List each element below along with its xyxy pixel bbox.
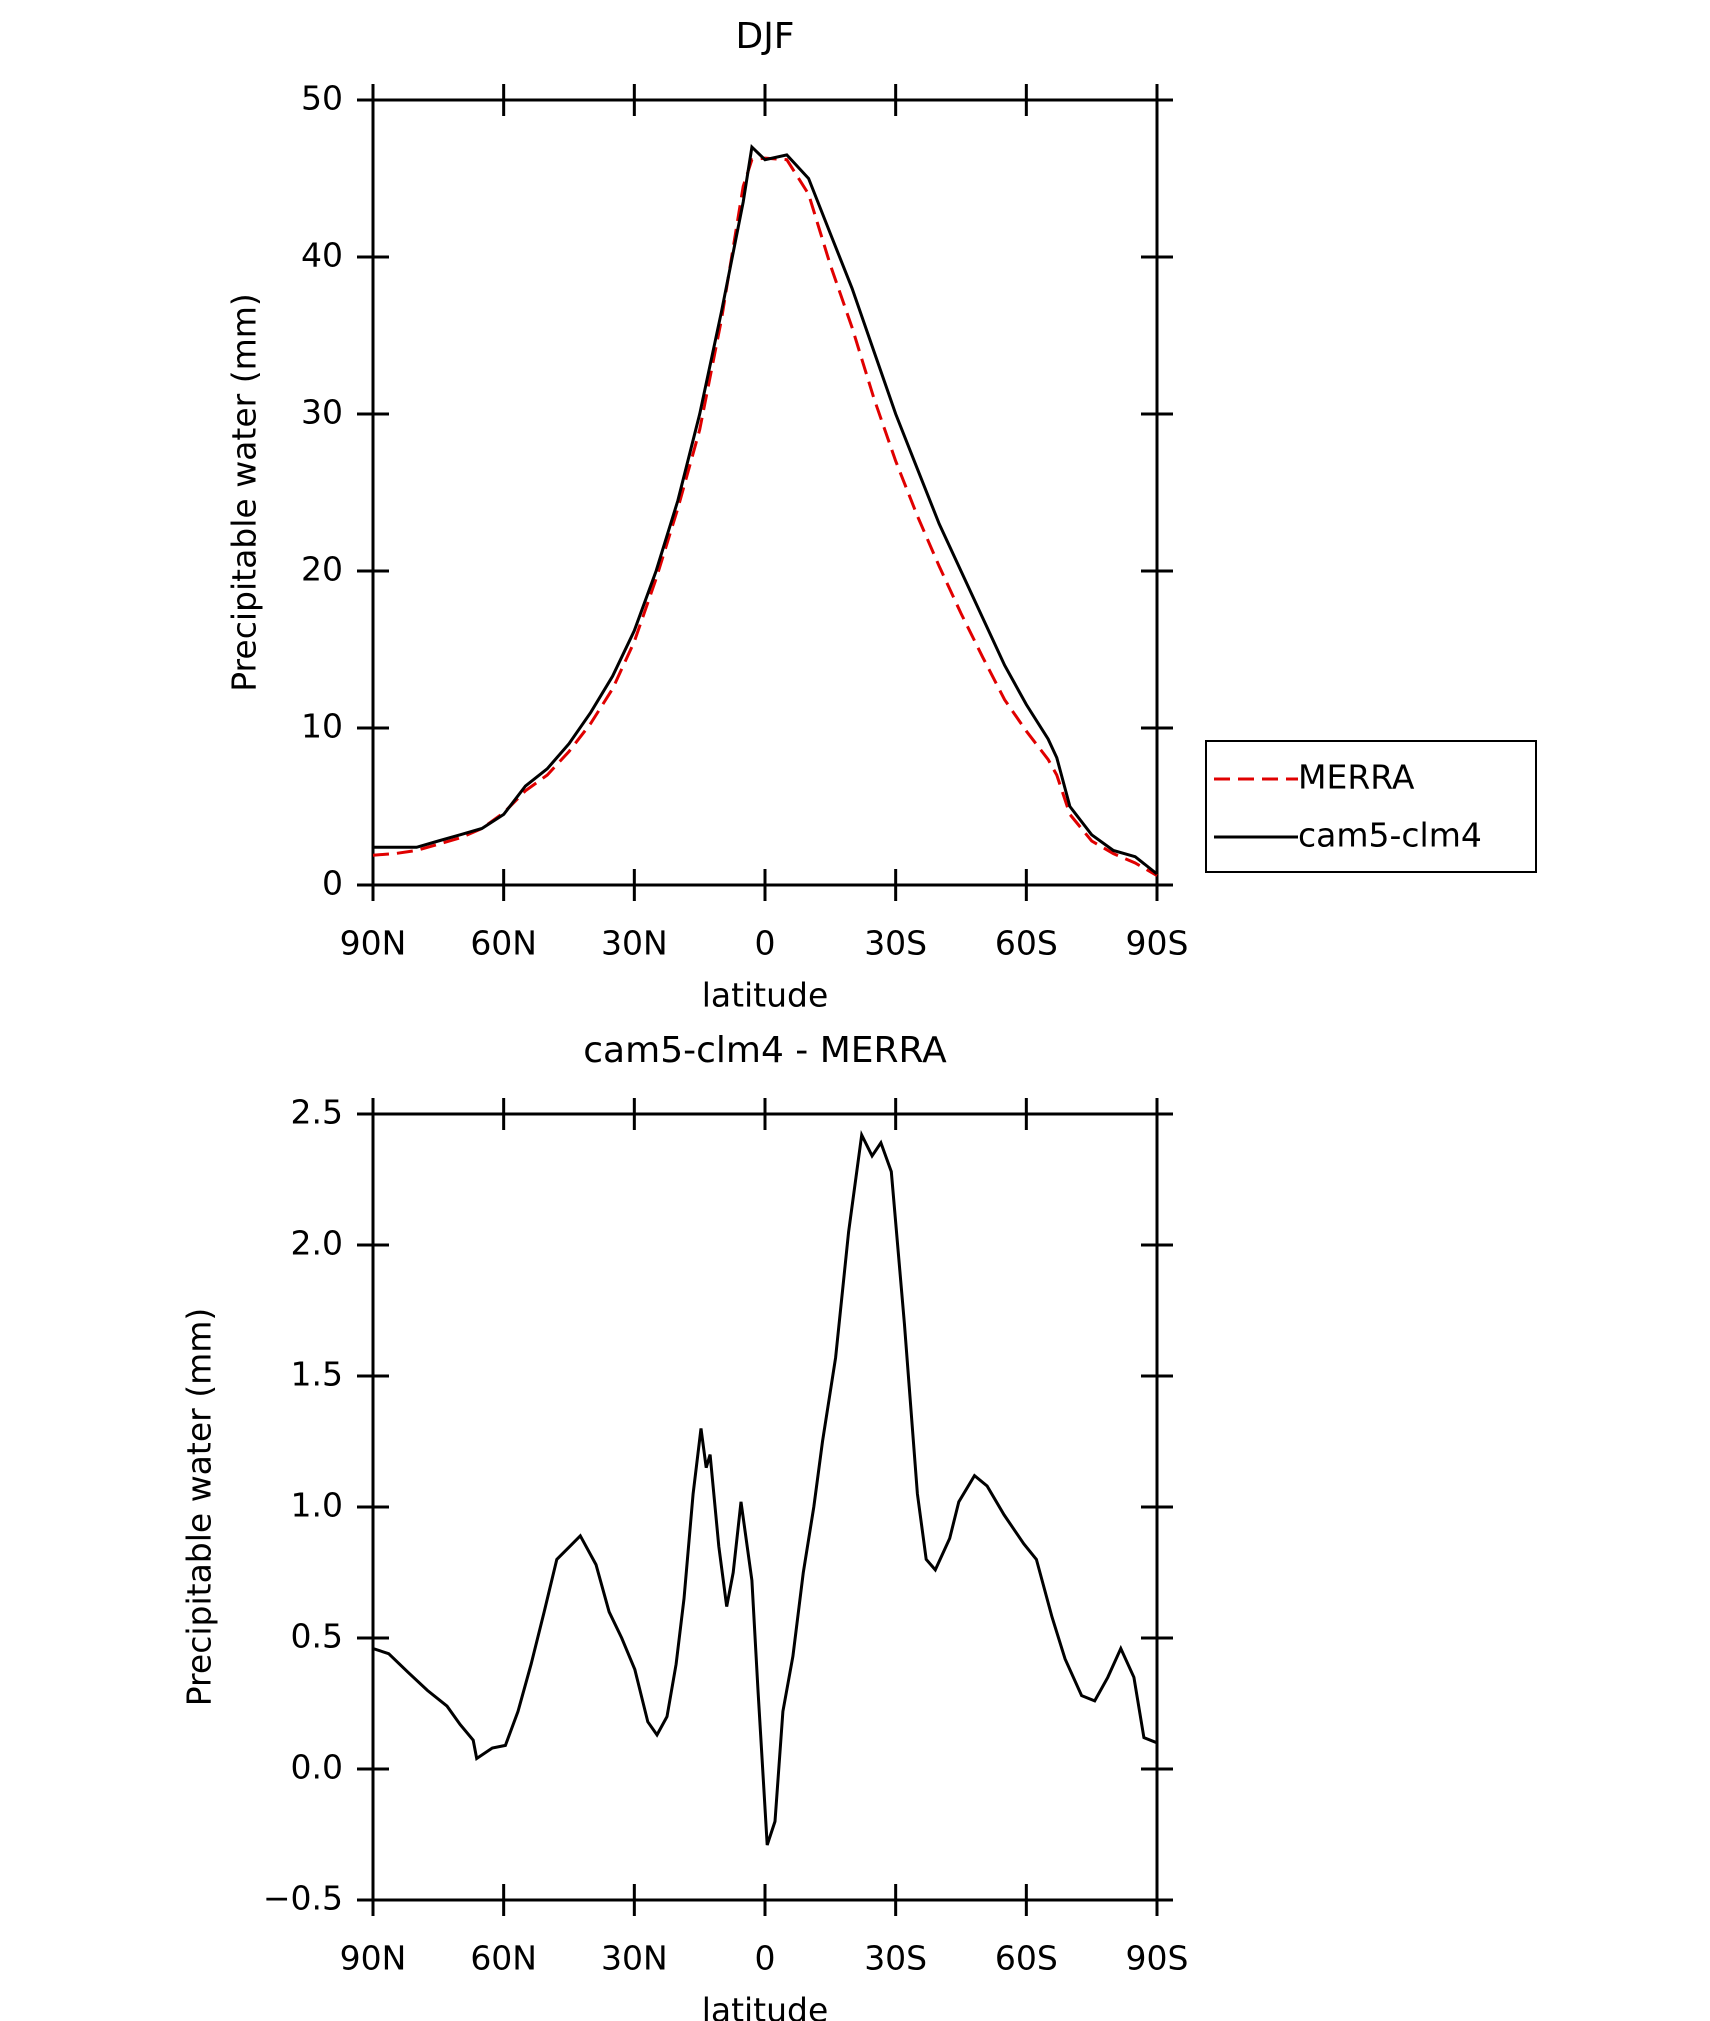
y-tick-label: 30	[301, 393, 343, 432]
x-tick-label: 60S	[995, 924, 1058, 963]
y-tick-label: 50	[301, 79, 343, 118]
chart-title: cam5-clm4 - MERRA	[583, 1030, 947, 1071]
y-tick-label: −0.5	[263, 1879, 343, 1918]
y-axis-label: Precipitable water (mm)	[225, 293, 264, 692]
y-tick-label: 40	[301, 236, 343, 275]
data-line	[372, 1129, 1158, 1846]
data-line	[372, 156, 1158, 877]
y-tick-label: 2.0	[291, 1224, 343, 1263]
y-tick-label: 10	[301, 707, 343, 746]
x-tick-label: 0	[755, 1939, 776, 1978]
y-tick-label: 2.5	[291, 1093, 343, 1132]
y-axis-label: Precipitable water (mm)	[180, 1308, 219, 1707]
legend-box	[1205, 740, 1537, 873]
y-tick-label: 1.0	[291, 1486, 343, 1525]
x-axis-label: latitude	[702, 976, 829, 1015]
x-tick-label: 0	[755, 924, 776, 963]
x-tick-label: 30N	[601, 1939, 668, 1978]
y-tick-label: 20	[301, 550, 343, 589]
x-tick-label: 90N	[340, 924, 407, 963]
plot-frame	[371, 98, 1159, 887]
x-tick-label: 60S	[995, 1939, 1058, 1978]
chart-title: DJF	[735, 16, 794, 57]
legend-label: MERRA	[1298, 758, 1415, 797]
x-tick-label: 60N	[470, 924, 537, 963]
plot-frame	[371, 1112, 1159, 1902]
y-tick-label: 0.5	[291, 1617, 343, 1656]
y-tick-label: 1.5	[291, 1355, 343, 1394]
x-axis-label: latitude	[702, 1991, 829, 2021]
x-tick-label: 90S	[1126, 1939, 1189, 1978]
x-tick-label: 30S	[864, 1939, 927, 1978]
legend: MERRA cam5-clm4	[1205, 740, 1537, 873]
x-tick-label: 90S	[1126, 924, 1189, 963]
y-tick-label: 0	[322, 864, 343, 903]
x-tick-label: 30N	[601, 924, 668, 963]
data-line	[373, 144, 1158, 876]
x-tick-label: 30S	[864, 924, 927, 963]
y-tick-label: 0.0	[291, 1748, 343, 1787]
x-tick-label: 90N	[340, 1939, 407, 1978]
legend-label: cam5-clm4	[1298, 816, 1482, 855]
x-tick-label: 60N	[470, 1939, 537, 1978]
